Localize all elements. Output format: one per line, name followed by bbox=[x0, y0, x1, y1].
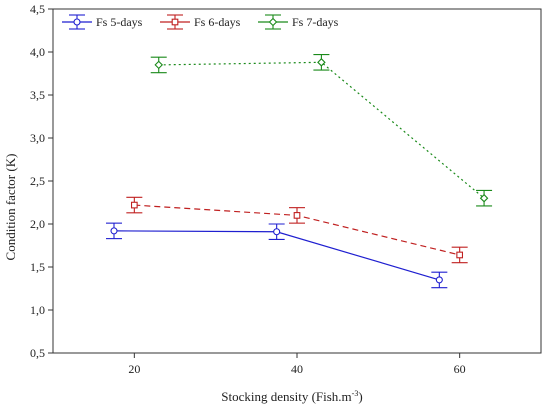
data-point bbox=[130, 201, 138, 209]
y-tick-label: 3,5 bbox=[30, 88, 45, 102]
legend-item: Fs 6-days bbox=[160, 14, 241, 30]
axis-ticks: 0,5 1,0 1,5 2,0 2,5 3,0 3,5 4,0 4,5 20 40 60 bbox=[30, 2, 466, 376]
data-point bbox=[273, 228, 281, 236]
x-axis-label-suffix: ) bbox=[358, 389, 362, 404]
plot-area bbox=[52, 8, 542, 354]
y-tick-label: 1,5 bbox=[30, 260, 45, 274]
y-tick-label: 4,0 bbox=[30, 45, 45, 59]
legend-label: Fs 6-days bbox=[194, 15, 241, 29]
y-tick-label: 2,0 bbox=[30, 217, 45, 231]
y-tick-label: 2,5 bbox=[30, 174, 45, 188]
y-axis-label: Condition factor (K) bbox=[3, 154, 18, 261]
x-axis-label: Stocking density (Fish.m-3) bbox=[221, 389, 362, 404]
series bbox=[126, 196, 468, 264]
legend-item: Fs 5-days bbox=[62, 14, 143, 30]
x-tick-label: 40 bbox=[291, 362, 303, 376]
legend-item: Fs 7-days bbox=[258, 14, 339, 30]
series-line bbox=[158, 61, 485, 199]
data-point bbox=[435, 276, 443, 284]
data-point bbox=[268, 17, 278, 27]
y-tick-label: 0,5 bbox=[30, 346, 45, 360]
data-point bbox=[171, 18, 179, 26]
series bbox=[106, 222, 448, 289]
data-point bbox=[110, 227, 118, 235]
data-point bbox=[73, 18, 81, 26]
data-point bbox=[479, 193, 489, 203]
data-point bbox=[317, 58, 326, 67]
data-point bbox=[293, 212, 301, 219]
legend-label: Fs 7-days bbox=[292, 15, 339, 29]
data-point bbox=[154, 60, 164, 70]
series-layer bbox=[106, 54, 493, 289]
plot-border bbox=[52, 8, 542, 354]
x-tick-label: 20 bbox=[128, 362, 140, 376]
legend-label: Fs 5-days bbox=[96, 15, 143, 29]
y-tick-label: 3,0 bbox=[30, 131, 45, 145]
data-point bbox=[456, 251, 464, 259]
x-tick-label: 60 bbox=[454, 362, 466, 376]
x-axis-label-main: Stocking density (Fish.m bbox=[221, 389, 351, 404]
y-tick-label: 4,5 bbox=[30, 2, 45, 16]
series bbox=[150, 54, 493, 207]
y-tick-label: 1,0 bbox=[30, 303, 45, 317]
x-axis-label-superscript: -3 bbox=[352, 389, 359, 398]
legend: Fs 5-days Fs 6-days Fs 7-days bbox=[62, 14, 339, 30]
